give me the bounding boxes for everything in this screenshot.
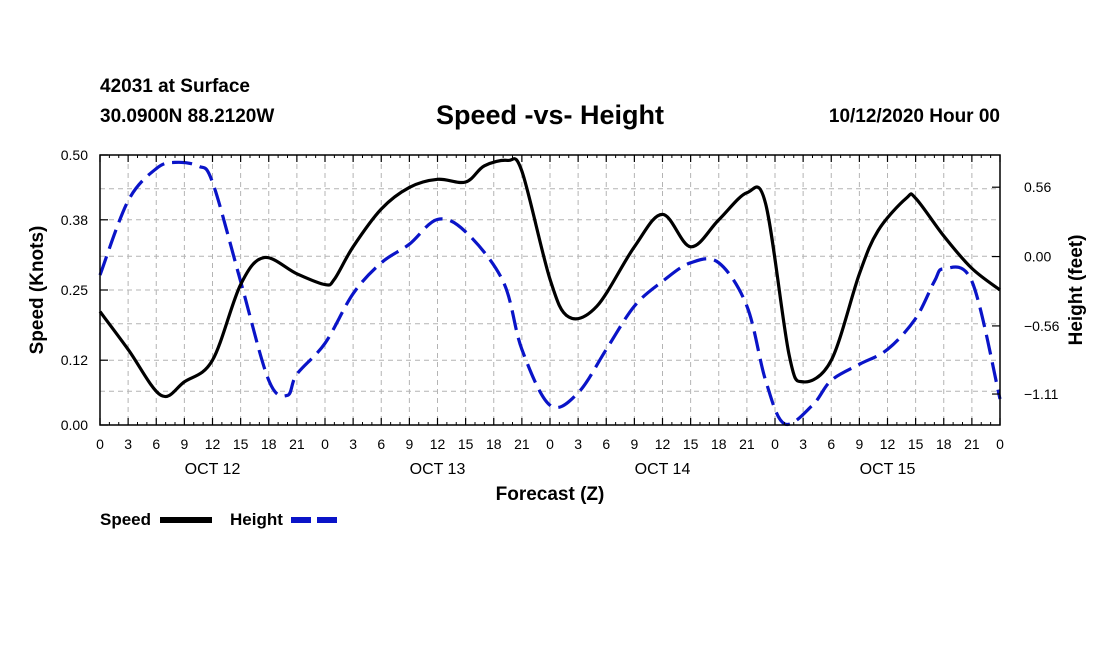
y-tick-label-left: 0.12 <box>61 352 88 368</box>
x-tick-label: 21 <box>739 436 755 452</box>
coordinates-label: 30.0900N 88.2120W <box>100 106 275 127</box>
x-tick-label: 21 <box>514 436 530 452</box>
chart-title: Speed -vs- Height <box>435 100 665 130</box>
y-tick-label-left: 0.50 <box>61 147 88 163</box>
station-label: 42031 at Surface <box>100 76 250 97</box>
x-tick-label: 9 <box>405 436 413 452</box>
x-axis-label: Forecast (Z) <box>496 484 605 505</box>
y-tick-label-right: −1.11 <box>1024 386 1059 402</box>
series-line-speed <box>98 157 1001 399</box>
y-tick-label-right: −0.56 <box>1024 318 1060 334</box>
x-tick-label: 0 <box>996 436 1004 452</box>
x-tick-label: 18 <box>711 436 727 452</box>
y-axis-label-left: Speed (Knots) <box>27 226 48 355</box>
x-tick-label: 12 <box>880 436 896 452</box>
x-tick-label: 0 <box>321 436 329 452</box>
x-tick-label: 6 <box>827 436 835 452</box>
x-tick-label: 15 <box>908 436 924 452</box>
x-tick-label: 9 <box>630 436 638 452</box>
x-tick-label: 6 <box>377 436 385 452</box>
x-tick-label: 3 <box>799 436 807 452</box>
x-tick-label: 21 <box>964 436 980 452</box>
legend-label-speed: Speed <box>100 510 151 529</box>
x-tick-label: 21 <box>289 436 305 452</box>
day-label: OCT 14 <box>635 461 691 478</box>
day-label: OCT 12 <box>185 461 241 478</box>
chart-grid <box>100 155 1000 425</box>
forecast-datetime: 10/12/2020 Hour 00 <box>828 106 1000 127</box>
x-tick-label: 12 <box>430 436 446 452</box>
chart-legend: Speed Height <box>100 510 343 529</box>
x-tick-label: 15 <box>683 436 699 452</box>
x-tick-label: 3 <box>349 436 357 452</box>
y-tick-label-left: 0.00 <box>61 417 88 433</box>
x-tick-label: 3 <box>574 436 582 452</box>
y-tick-label-right: 0.00 <box>1024 249 1051 265</box>
x-tick-label: 18 <box>486 436 502 452</box>
x-tick-label: 6 <box>152 436 160 452</box>
y-axis-label-right: Height (feet) <box>1066 235 1087 346</box>
y-tick-label-left: 0.38 <box>61 212 88 228</box>
x-tick-label: 15 <box>458 436 474 452</box>
x-tick-label: 9 <box>855 436 863 452</box>
chart-series <box>98 157 1002 427</box>
x-tick-label: 0 <box>771 436 779 452</box>
x-tick-label: 12 <box>655 436 671 452</box>
x-tick-label: 12 <box>205 436 221 452</box>
x-tick-label: 0 <box>96 436 104 452</box>
x-tick-label: 15 <box>233 436 249 452</box>
x-tick-label: 0 <box>546 436 554 452</box>
day-label: OCT 13 <box>410 461 466 478</box>
y-tick-label-left: 0.25 <box>61 282 88 298</box>
x-tick-label: 18 <box>261 436 277 452</box>
x-tick-label: 3 <box>124 436 132 452</box>
x-tick-label: 9 <box>180 436 188 452</box>
x-tick-label: 6 <box>602 436 610 452</box>
day-label: OCT 15 <box>860 461 916 478</box>
legend-label-height: Height <box>230 510 283 529</box>
chart-axes: 0 3 6 9 12 15 18 21 0 3 6 9 12 15 18 21 0 3 6 9 12 15 18 21 0 3 6 9… <box>61 147 1060 478</box>
y-tick-label-right: 0.56 <box>1024 179 1051 195</box>
series-line-height <box>98 160 1002 427</box>
x-tick-label: 18 <box>936 436 952 452</box>
